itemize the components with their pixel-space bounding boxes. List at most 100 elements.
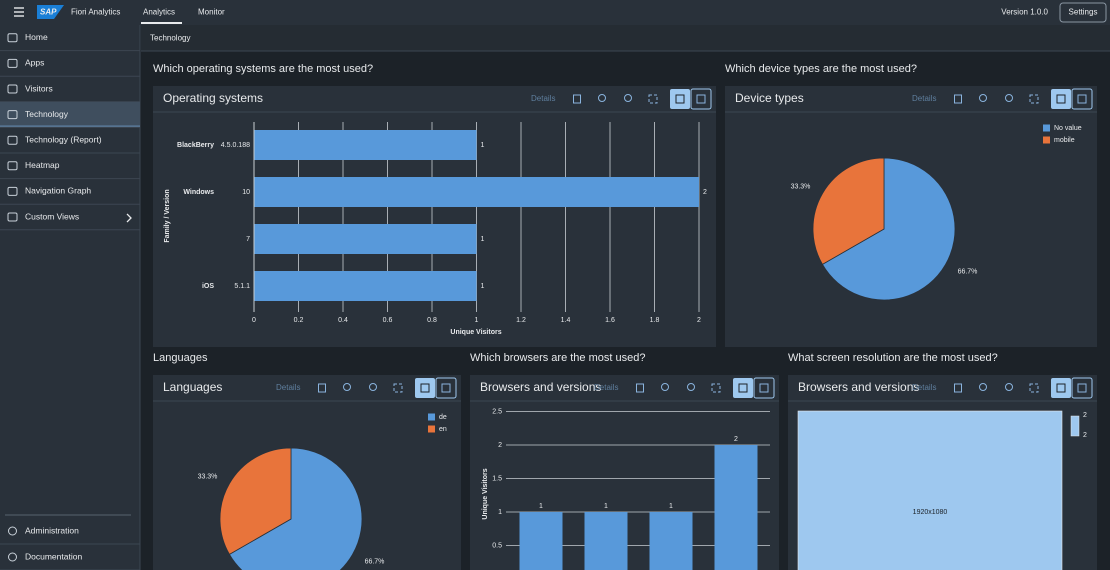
value-label: 2 xyxy=(703,189,707,196)
bar xyxy=(714,445,758,570)
x-tick-label: 0.4 xyxy=(338,317,348,324)
table-icon xyxy=(1077,94,1087,104)
toolbar-icon[interactable] xyxy=(343,383,351,391)
y-tick-label: 2 xyxy=(498,442,502,449)
toolbar-icon[interactable] xyxy=(711,383,721,393)
slice-label: 33.3% xyxy=(198,473,218,480)
details-link[interactable]: Details xyxy=(531,94,555,103)
nav-icon xyxy=(7,33,18,43)
version: Version 1.0.0 xyxy=(1001,8,1048,17)
y-axis-label: Unique Visitors xyxy=(482,468,489,519)
menu-icon[interactable] xyxy=(14,7,24,9)
section-heading: Languages xyxy=(153,352,208,364)
toolbar-icon[interactable] xyxy=(661,383,669,391)
toolbar-icon[interactable] xyxy=(573,94,581,104)
toolbar-icon[interactable] xyxy=(648,94,658,104)
nav-item[interactable]: Technology (Report) xyxy=(25,134,102,144)
table-button[interactable] xyxy=(1071,377,1093,399)
toolbar-icon[interactable] xyxy=(1005,383,1013,391)
table-icon xyxy=(441,383,451,393)
settings-button[interactable] xyxy=(1059,2,1107,23)
toolbar-icon[interactable] xyxy=(1005,94,1013,102)
section-heading: Which device types are the most used? xyxy=(725,63,917,75)
chevron xyxy=(126,213,132,223)
nav-item[interactable]: Technology xyxy=(25,109,69,119)
nav-item[interactable]: Navigation Graph xyxy=(25,186,91,196)
nav-item[interactable]: Visitors xyxy=(25,83,53,93)
nav-item[interactable]: Home xyxy=(25,32,48,42)
chart-type-icon xyxy=(420,383,430,393)
toolbar-icon[interactable] xyxy=(1029,94,1039,104)
legend-swatch xyxy=(1043,124,1050,132)
legend-label: de xyxy=(439,414,447,421)
toolbar-icon[interactable] xyxy=(979,94,987,102)
table-button[interactable] xyxy=(753,377,775,399)
value-label: 1 xyxy=(669,503,673,510)
table-icon xyxy=(759,383,769,393)
x-tick-label: 0.8 xyxy=(427,317,437,324)
toolbar-icon[interactable] xyxy=(1029,383,1039,393)
selected-item xyxy=(0,101,140,128)
chart-type-button[interactable] xyxy=(670,89,690,109)
chart-type-button[interactable] xyxy=(733,378,753,398)
active-tab-underline xyxy=(141,22,182,24)
toolbar-icon[interactable] xyxy=(393,383,403,393)
chart-type-button[interactable] xyxy=(1051,89,1071,109)
pie-slice xyxy=(821,157,956,301)
toolbar-icon[interactable] xyxy=(369,383,377,391)
details-link[interactable]: Details xyxy=(276,383,300,392)
table-button[interactable] xyxy=(690,88,712,110)
details-link[interactable]: Details xyxy=(912,94,936,103)
nav-item[interactable]: Heatmap xyxy=(25,160,60,170)
toolbar-icon[interactable] xyxy=(954,94,962,104)
settings[interactable]: Settings xyxy=(1069,8,1098,17)
app-title: Fiori Analytics xyxy=(71,8,120,17)
x-tick-label: 0.2 xyxy=(294,317,304,324)
footer-item[interactable]: Administration xyxy=(25,525,79,535)
panel xyxy=(153,86,716,347)
logo-shape xyxy=(37,5,64,19)
nav-item[interactable]: Apps xyxy=(25,58,44,68)
toolbar-icon[interactable] xyxy=(954,383,962,393)
chart-type-icon xyxy=(1056,383,1066,393)
table-icon xyxy=(696,94,706,104)
chart-type-button[interactable] xyxy=(1051,378,1071,398)
tab[interactable]: Analytics xyxy=(143,8,175,17)
chart-type-button[interactable] xyxy=(415,378,435,398)
family-label: Windows xyxy=(183,189,214,196)
slice-label: 33.3% xyxy=(791,183,811,190)
slice-label: 66.7% xyxy=(365,558,385,565)
x-tick-label: 1.4 xyxy=(561,317,571,324)
menu-icon[interactable] xyxy=(14,15,24,17)
table-button[interactable] xyxy=(1071,88,1093,110)
details-link[interactable]: Details xyxy=(912,383,936,392)
table-button[interactable] xyxy=(435,377,457,399)
pie-slice xyxy=(219,447,292,555)
menu-icon[interactable] xyxy=(14,11,24,13)
toolbar-icon[interactable] xyxy=(598,94,606,102)
panel-title: Browsers and versions xyxy=(480,380,601,394)
chart-type-icon xyxy=(675,94,685,104)
bar xyxy=(254,224,477,254)
toolbar-icon[interactable] xyxy=(318,383,326,393)
pie-slice xyxy=(812,157,885,265)
toolbar-icon[interactable] xyxy=(624,94,632,102)
nav-icon xyxy=(7,110,18,120)
bar xyxy=(584,512,628,570)
legend-swatch xyxy=(428,425,435,433)
nav-item[interactable]: Custom Views xyxy=(25,211,79,221)
tab[interactable]: Monitor xyxy=(198,8,225,17)
details-link[interactable]: Details xyxy=(594,383,618,392)
legend-label: 2 xyxy=(1083,412,1087,419)
toolbar-icon[interactable] xyxy=(687,383,695,391)
value-label: 1 xyxy=(481,142,485,149)
bar xyxy=(254,177,699,207)
nav-icon xyxy=(8,552,17,562)
family-label: BlackBerry xyxy=(177,142,214,149)
toolbar-icon[interactable] xyxy=(979,383,987,391)
footer-item[interactable]: Documentation xyxy=(25,551,82,561)
x-tick-label: 1.2 xyxy=(516,317,526,324)
toolbar-icon[interactable] xyxy=(636,383,644,393)
